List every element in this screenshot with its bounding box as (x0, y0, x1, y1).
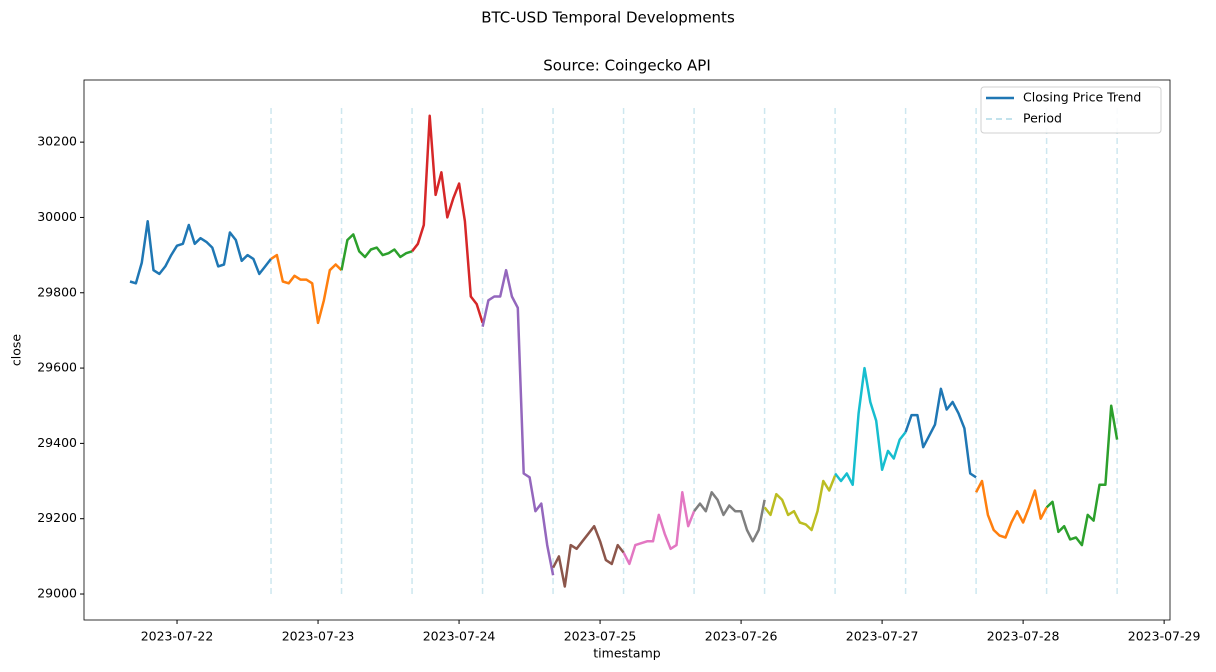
x-tick-label: 2023-07-27 (846, 629, 919, 644)
y-axis-label: close (9, 334, 24, 367)
legend-label: Period (1023, 111, 1062, 126)
price-line (904, 387, 977, 479)
y-tick-label: 29800 (37, 284, 77, 299)
y-tick-label: 29000 (37, 586, 77, 601)
x-tick-label: 2023-07-28 (987, 629, 1060, 644)
price-line (411, 114, 484, 324)
price-line (1045, 404, 1119, 547)
price-line (763, 474, 837, 532)
y-tick-label: 29400 (37, 435, 77, 450)
price-line (340, 233, 413, 271)
x-tick-label: 2023-07-22 (141, 629, 214, 644)
price-line (481, 268, 555, 576)
suptitle: BTC-USD Temporal Developments (481, 9, 735, 27)
y-tick-label: 29200 (37, 510, 77, 525)
price-line (834, 366, 907, 487)
x-tick-label: 2023-07-29 (1128, 629, 1201, 644)
y-tick-label: 30000 (37, 209, 77, 224)
chart-title: Source: Coingecko API (543, 57, 711, 75)
x-tick-label: 2023-07-24 (423, 629, 496, 644)
x-axis-label: timestamp (593, 646, 660, 661)
y-tick-label: 30200 (37, 134, 77, 149)
price-line (622, 491, 696, 566)
price-line (693, 491, 766, 543)
legend-label: Closing Price Trend (1023, 90, 1141, 105)
y-tick-label: 29600 (37, 360, 77, 375)
x-tick-label: 2023-07-23 (282, 629, 355, 644)
price-line (551, 524, 625, 588)
x-tick-label: 2023-07-25 (564, 629, 637, 644)
plot-frame (83, 79, 1171, 621)
price-line (129, 219, 272, 285)
price-line (974, 479, 1048, 539)
legend-box (980, 86, 1162, 134)
price-line (270, 253, 343, 325)
x-tick-label: 2023-07-26 (705, 629, 778, 644)
